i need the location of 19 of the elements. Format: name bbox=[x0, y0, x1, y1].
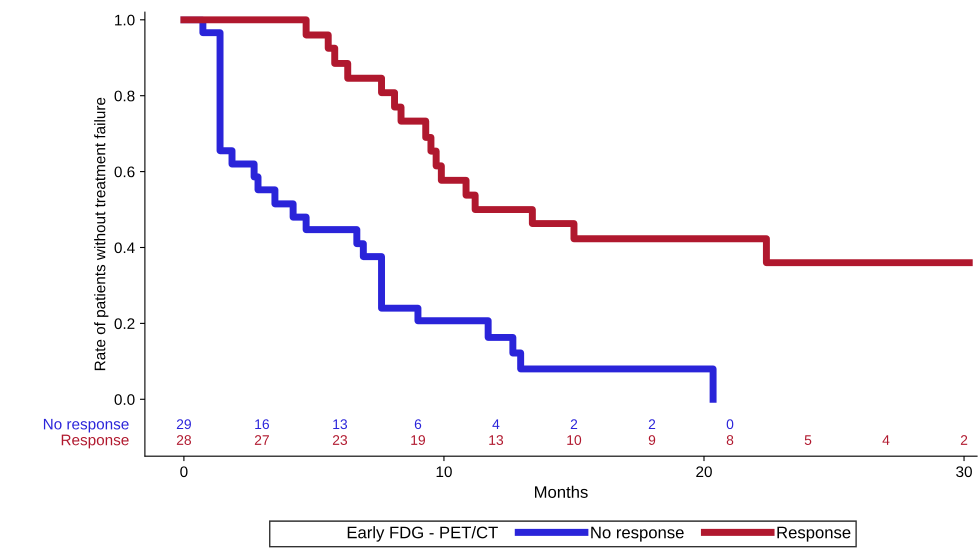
y-tick-label: 0.8 bbox=[114, 90, 135, 102]
y-tick-label: 0.2 bbox=[114, 318, 134, 330]
text: 28 27 23 19 13 10 9 8 5 4 2 bbox=[176, 435, 968, 445]
y-tick-label: 0.6 bbox=[114, 166, 134, 178]
text: 29 16 13 6 4 2 2 0 bbox=[176, 419, 734, 430]
legend-label: No response bbox=[591, 526, 684, 542]
x-tick-label: 10 bbox=[436, 466, 452, 478]
legend-label: Response bbox=[777, 526, 850, 542]
legend-title: Early FDG - PET/CT bbox=[348, 526, 498, 542]
x-axis-title: Months bbox=[535, 486, 588, 498]
x-tick-label: 30 bbox=[956, 466, 972, 478]
x-tick-label: 0 bbox=[180, 466, 188, 478]
y-tick-label: 0.0 bbox=[114, 394, 135, 405]
text: No response bbox=[44, 418, 129, 433]
text: Response bbox=[62, 434, 129, 448]
y-axis-title: Rate of patients without treatment failure bbox=[94, 98, 108, 370]
y-tick-label: 1.0 bbox=[115, 14, 135, 26]
y-tick-label: 0.4 bbox=[114, 242, 135, 254]
x-tick-label: 20 bbox=[696, 466, 712, 478]
